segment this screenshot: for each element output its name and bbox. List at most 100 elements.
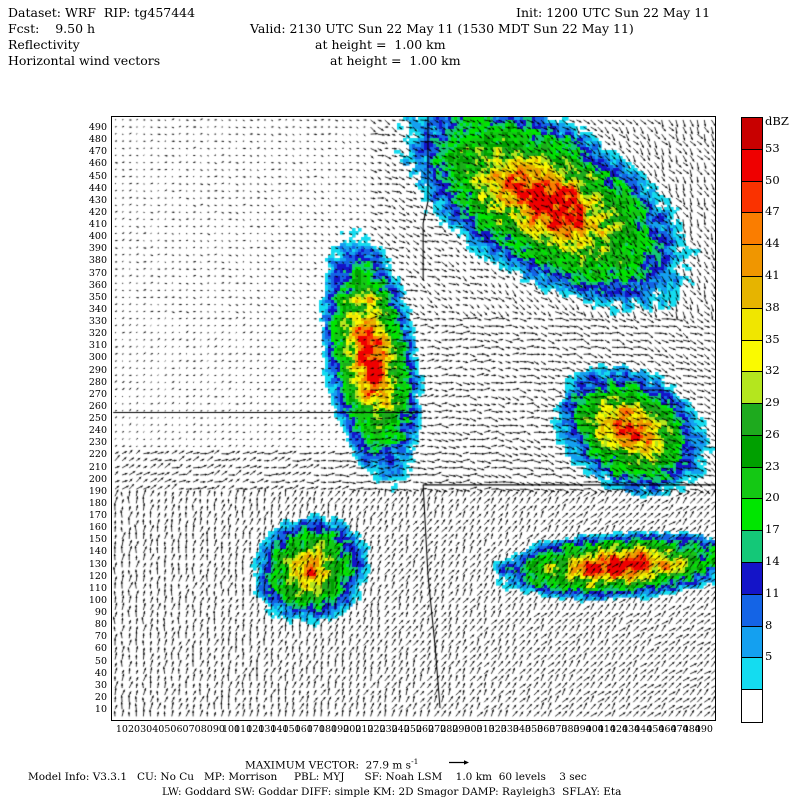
y-tick-label: 70 [94,631,107,643]
y-tick-label: 200 [88,473,107,485]
footer-model-info: Model Info: V3.3.1 CU: No Cu MP: Morriso… [28,771,587,783]
y-tick-label: 130 [88,558,107,570]
y-tick-label: 190 [88,485,107,497]
colorbar-band [742,149,762,182]
y-tick-label: 160 [88,522,107,534]
colorbar-band [742,626,762,659]
x-tick-label: 70 [188,724,201,735]
x-tick-label: 130 [258,724,277,735]
colorbar-band [742,594,762,627]
x-tick-label: 40 [152,724,165,735]
y-tick-label: 340 [88,303,107,315]
colorbar-band [742,245,762,277]
colorbar-band [742,213,762,246]
x-tick-label: 460 [658,724,677,735]
y-tick-label: 390 [88,243,107,255]
x-tick-label: 410 [597,724,616,735]
y-tick-label: 220 [88,449,107,461]
y-tick-label: 80 [94,619,107,631]
y-tick-label: 480 [88,134,107,146]
x-tick-label: 30 [140,724,153,735]
x-tick-label: 480 [682,724,701,735]
colorbar-tick-label: 44 [765,236,780,251]
colorbar-band [742,181,762,214]
x-tick-label: 190 [331,724,350,735]
y-tick-label: 140 [88,546,107,558]
y-tick-label: 230 [88,437,107,449]
x-tick-label: 200 [343,724,362,735]
colorbar-tick-label: 17 [765,522,780,537]
x-tick-label: 260 [415,724,435,735]
y-tick-label: 350 [88,291,107,303]
y-tick-label: 180 [88,497,107,509]
header-forecast-hour: Fcst: 9.50 h [8,21,96,36]
y-tick-label: 290 [88,364,107,376]
y-tick-label: 320 [88,328,107,340]
x-tick-label: 20 [127,724,141,735]
x-tick-label: 350 [525,724,544,735]
plot-area[interactable] [111,116,716,721]
y-tick-label: 250 [88,413,107,425]
colorbar-tick-label: 50 [765,172,780,187]
x-tick-label: 210 [355,724,374,735]
x-tick-label: 170 [306,724,325,735]
x-tick-label: 10 [115,724,128,735]
max-vector-text: MAXIMUM VECTOR: 27.9 m s [245,759,412,772]
x-tick-label: 50 [164,724,177,735]
y-tick-label: 470 [88,146,107,158]
y-tick-label: 20 [94,691,107,703]
x-tick-label: 300 [464,724,483,735]
colorbar-tick-label: 41 [765,267,780,282]
x-tick-label: 220 [367,724,386,735]
y-tick-label: 120 [88,570,107,582]
y-tick-label: 400 [88,231,107,243]
y-tick-label: 460 [88,158,107,170]
x-tick-label: 400 [585,724,604,735]
x-axis-labels: 10 20 30 40 50 60 70 80 90 100 110 120 130 140 150 160 1… [111,724,716,742]
colorbar-tick-label: 47 [765,204,780,219]
colorbar-band [742,563,762,595]
x-tick-label: 340 [512,724,532,735]
colorbar-unit-label: dBZ [765,114,789,128]
x-tick-label: 440 [634,724,653,735]
y-tick-label: 60 [94,643,107,655]
x-tick-label: 320 [488,724,507,735]
x-tick-label: 420 [609,724,629,735]
colorbar-band [742,499,762,532]
colorbar-tick-label: 20 [765,490,780,505]
x-tick-label: 390 [573,724,592,735]
x-tick-label: 160 [294,724,313,735]
colorbar-band [742,531,762,564]
colorbar-band [742,658,762,691]
x-tick-label: 120 [246,724,265,735]
y-tick-label: 50 [94,655,107,667]
y-tick-label: 170 [88,510,107,522]
colorbar-tick-label: 32 [765,363,780,378]
colorbar-band [742,467,762,500]
y-tick-label: 210 [88,461,107,473]
header-vector-name: Horizontal wind vectors [8,53,161,68]
max-vector-exponent: -1 [411,757,419,766]
colorbar-tick-label: 35 [765,331,780,346]
header-init-time: Init: 1200 UTC Sun 22 May 11 [516,5,711,20]
y-tick-label: 430 [88,194,107,206]
colorbar-tick-label: 26 [765,426,780,441]
reference-vector-arrow [449,760,469,765]
colorbar-tick-label: 29 [765,395,780,410]
y-tick-label: 300 [88,352,107,364]
colorbar-tick-label: 11 [765,585,780,600]
colorbar-band [742,118,762,150]
y-tick-label: 410 [88,219,107,231]
colorbar-band [742,276,762,309]
colorbar-tick-label: 14 [765,554,780,569]
colorbar[interactable] [741,117,763,723]
header-valid-time: Valid: 2130 UTC Sun 22 May 11 (1530 MDT … [250,21,634,36]
x-tick-label: 270 [428,724,447,735]
y-tick-label: 330 [88,316,107,328]
x-tick-label: 80 [200,724,213,735]
y-tick-label: 490 [88,122,107,134]
x-tick-label: 490 [694,724,713,735]
y-tick-label: 420 [88,206,107,218]
x-tick-label: 360 [537,724,556,735]
y-tick-label: 440 [88,182,107,194]
